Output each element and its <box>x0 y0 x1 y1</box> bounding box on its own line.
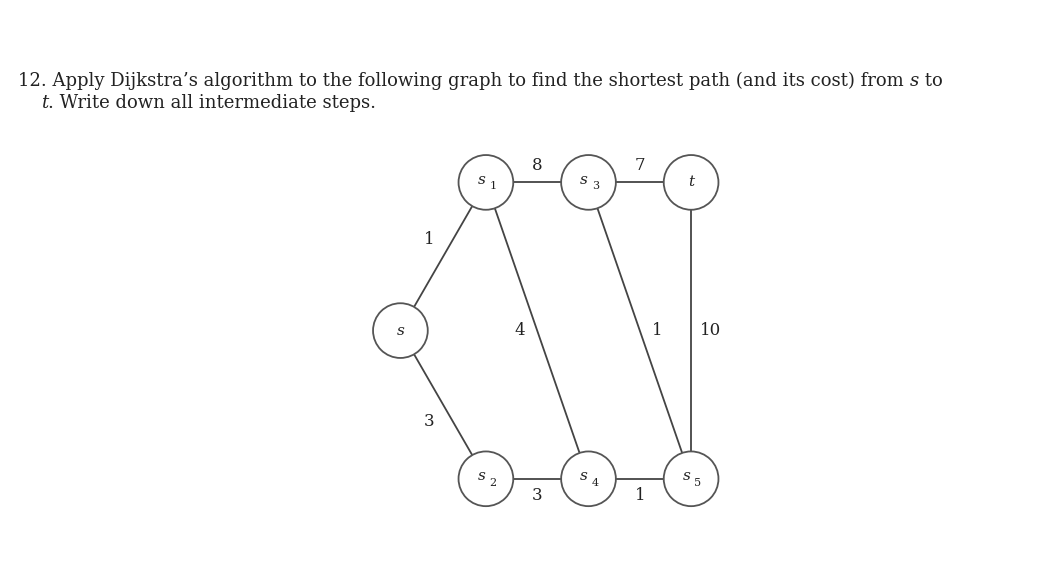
Text: 4: 4 <box>514 322 525 339</box>
Text: 10: 10 <box>701 322 722 339</box>
Text: 1: 1 <box>652 322 662 339</box>
Text: 1: 1 <box>489 181 496 192</box>
Text: 3: 3 <box>532 487 542 504</box>
Text: s: s <box>477 173 486 186</box>
Circle shape <box>373 303 427 358</box>
Text: . Write down all intermediate steps.: . Write down all intermediate steps. <box>48 94 376 112</box>
Text: 12. Apply Dijkstra’s algorithm to the following graph to find the shortest path : 12. Apply Dijkstra’s algorithm to the fo… <box>18 71 910 89</box>
Text: s: s <box>396 324 404 337</box>
Text: t: t <box>688 176 694 189</box>
Text: to: to <box>918 71 943 89</box>
Circle shape <box>663 451 719 506</box>
Text: t: t <box>41 94 48 112</box>
Text: 3: 3 <box>592 181 598 192</box>
Text: 1: 1 <box>423 231 434 248</box>
Circle shape <box>458 451 513 506</box>
Text: s: s <box>477 469 486 483</box>
Text: 8: 8 <box>532 157 542 174</box>
Text: 2: 2 <box>489 478 496 488</box>
Text: 3: 3 <box>423 413 434 430</box>
Text: 1: 1 <box>635 487 645 504</box>
Text: s: s <box>580 469 588 483</box>
Text: 7: 7 <box>635 157 645 174</box>
Text: s: s <box>910 71 918 89</box>
Text: s: s <box>682 469 691 483</box>
Circle shape <box>663 155 719 210</box>
Circle shape <box>561 451 615 506</box>
Circle shape <box>561 155 615 210</box>
Text: s: s <box>580 173 588 186</box>
Text: 5: 5 <box>694 478 702 488</box>
Text: 4: 4 <box>592 478 598 488</box>
Circle shape <box>458 155 513 210</box>
